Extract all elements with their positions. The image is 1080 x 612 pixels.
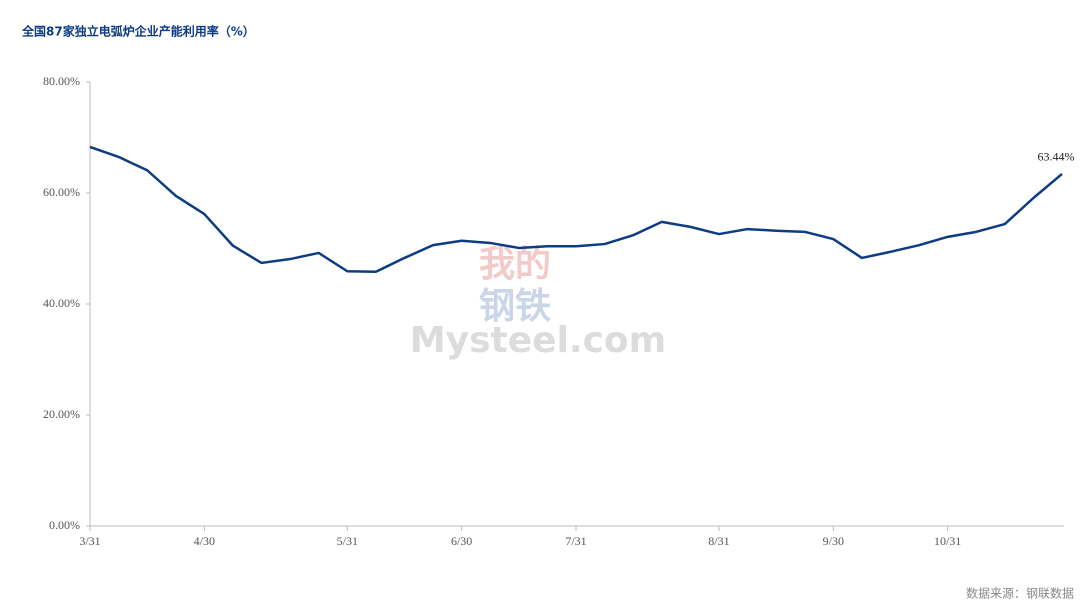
series-line [89, 145, 1063, 274]
y-tick-label: 40.00% [43, 296, 80, 310]
watermark: Mysteel.com [410, 320, 666, 361]
watermark: 我的 [479, 244, 551, 285]
source-note: 数据来源：钢联数据 [966, 586, 1074, 601]
x-tick-label: 5/31 [337, 534, 358, 548]
chart-title: 全国87家独立电弧炉企业产能利用率（%） [21, 24, 255, 39]
watermark: 钢铁 [479, 286, 551, 327]
x-tick-label: 7/31 [565, 534, 586, 548]
data-label: 63.44% [1038, 150, 1075, 164]
x-tick-label: 6/30 [451, 534, 472, 548]
x-tick-label: 4/30 [194, 534, 215, 548]
x-tick-label: 8/31 [708, 534, 729, 548]
y-tick-label: 80.00% [43, 74, 80, 88]
y-tick-label: 60.00% [43, 185, 80, 199]
x-tick-label: 3/31 [79, 534, 100, 548]
y-tick-label: 0.00% [49, 518, 80, 532]
x-tick-label: 9/30 [823, 534, 844, 548]
y-tick-label: 20.00% [43, 407, 80, 421]
x-tick-label: 10/31 [934, 534, 961, 548]
